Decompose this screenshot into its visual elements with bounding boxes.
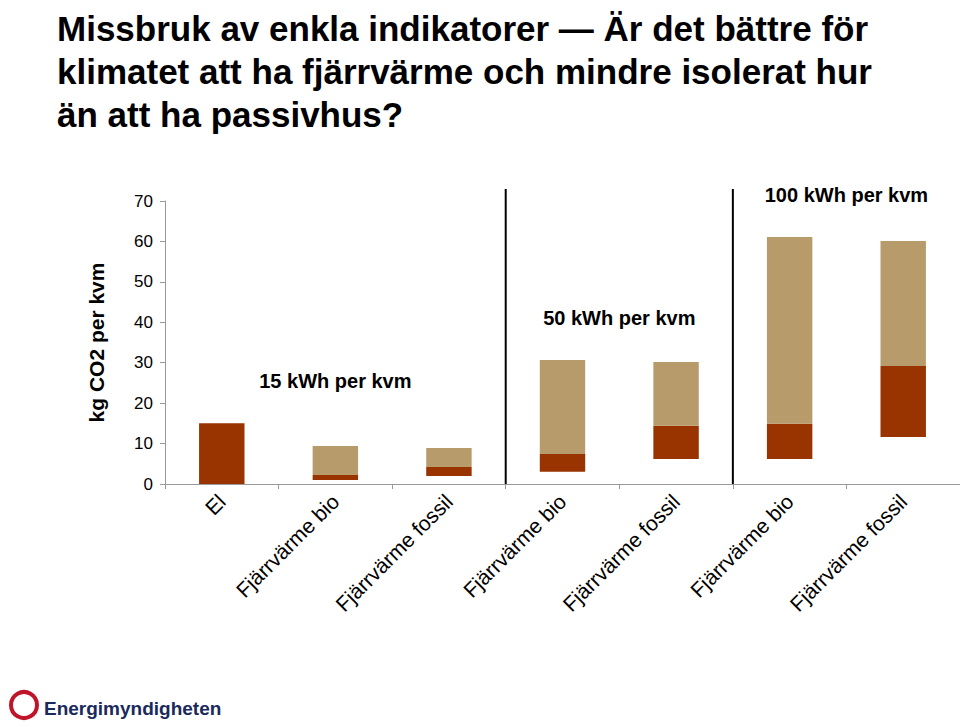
svg-text:klimatet att ha fjärrvärme och: klimatet att ha fjärrvärme och mindre is… xyxy=(57,52,882,91)
svg-text:Fjärrvärme fossil: Fjärrvärme fossil xyxy=(785,490,911,616)
svg-text:Fjärrvärme bio: Fjärrvärme bio xyxy=(686,490,798,602)
svg-text:Fjärrvärme fossil: Fjärrvärme fossil xyxy=(331,490,457,616)
svg-text:El: El xyxy=(200,490,229,519)
svg-text:40: 40 xyxy=(134,313,153,332)
svg-text:20: 20 xyxy=(134,394,153,413)
svg-text:100 kWh per kvm: 100 kWh per kvm xyxy=(765,184,928,206)
svg-text:50 kWh per kvm: 50 kWh per kvm xyxy=(543,307,695,329)
svg-text:Missbruk av enkla indikatorer: Missbruk av enkla indikatorer — Är det b… xyxy=(57,9,878,48)
svg-text:Energimyndigheten: Energimyndigheten xyxy=(44,698,221,719)
svg-text:Fjärrvärme fossil: Fjärrvärme fossil xyxy=(558,490,684,616)
svg-text:50: 50 xyxy=(134,272,153,291)
svg-text:kg CO2 per kvm: kg CO2 per kvm xyxy=(85,263,108,423)
svg-text:än att ha passivhus?: än att ha passivhus? xyxy=(57,95,403,134)
svg-text:15 kWh per kvm: 15 kWh per kvm xyxy=(259,370,411,392)
svg-text:70: 70 xyxy=(134,192,153,211)
svg-text:30: 30 xyxy=(134,353,153,372)
svg-text:Fjärrvärme bio: Fjärrvärme bio xyxy=(459,490,571,602)
svg-text:10: 10 xyxy=(134,434,153,453)
svg-text:60: 60 xyxy=(134,232,153,251)
svg-text:0: 0 xyxy=(144,475,153,494)
svg-text:Fjärrvärme bio: Fjärrvärme bio xyxy=(232,490,344,602)
